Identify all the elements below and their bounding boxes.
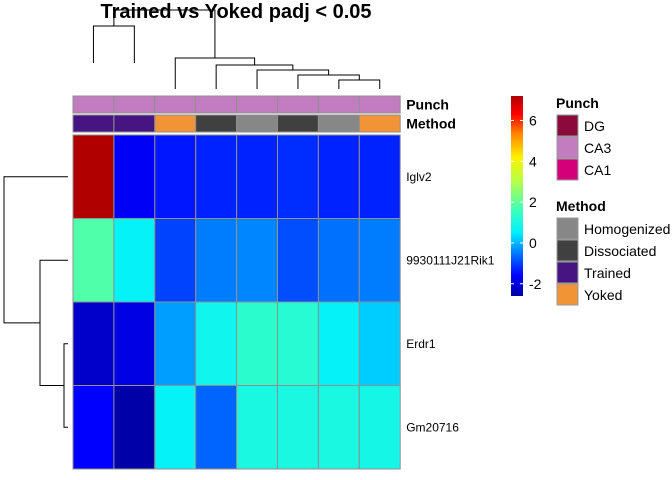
annotation-cell [72,114,115,133]
heatmap-cells [72,134,401,470]
heatmap-cell [277,218,319,303]
annotation-label: Punch [406,97,449,113]
dendrogram-branch [297,74,360,89]
heatmap-cell [113,134,156,219]
color-bar [511,96,523,296]
heatmap-cell [195,218,238,303]
legend-label: Yoked [584,287,622,303]
heatmap-cell [72,301,115,386]
heatmap-cell [154,385,197,470]
row-label: Erdr1 [406,337,436,351]
heatmap-cell [236,218,279,303]
legend-swatch [556,158,579,181]
heatmap-cell [277,385,319,470]
legend-swatch [556,283,579,306]
heatmap-cell [277,301,319,386]
heatmap-cell [358,218,401,303]
heatmap-cell [113,301,156,386]
dendrogram-branch [256,69,330,89]
legend-label: CA1 [584,162,611,178]
legend-swatch [556,136,579,159]
annotation-cell [154,95,197,114]
heatmap-cell [277,134,319,219]
legend-title: Method [556,198,606,214]
annotation-cell [72,95,115,114]
annotation-cell [358,95,401,114]
dendrogram-branch [113,9,216,58]
row-label: Iglv2 [406,170,432,184]
annotation-labels: Punch Method [406,97,456,132]
annotation-cell [317,114,360,133]
annotation-cell [317,95,360,114]
annotation-cell [113,114,156,133]
color-bar-tick-label: 4 [529,153,537,169]
annotation-cell [195,114,238,133]
dendrogram-branch [215,64,294,89]
heatmap-cell [195,301,238,386]
heatmap-cell [317,218,360,303]
legend-label: Homogenized [584,221,670,237]
dendrogram-branch [63,343,68,428]
heatmap-cell [317,385,360,470]
annotation-legends: Punch DG CA3 CA1 Method Homogenized Dissociate… [556,95,670,306]
color-scale-legend: -2 0 2 4 6 [511,96,542,296]
heatmap-cell [236,385,279,470]
legend-label: Dissociated [584,243,656,259]
legend-swatch [556,114,579,137]
dendrogram-branch [338,79,381,89]
annotation-cell [358,114,401,133]
heatmap-cell [358,301,401,386]
heatmap-cell [72,218,115,303]
heatmap-cell [113,385,156,470]
heatmap-cell [195,134,238,219]
dendrogram-branch [92,25,135,63]
heatmap-cell [72,385,115,470]
row-label: Gm20716 [406,420,459,434]
heatmap-cell [236,134,279,219]
row-labels: Iglv2 9930111J21Rik1 Erdr1 Gm20716 [406,170,495,435]
heatmap-cell [72,134,115,219]
heatmap-cell [113,218,156,303]
legend-label: Trained [584,265,631,281]
heatmap-cell [154,301,197,386]
legend-swatch [556,217,579,240]
color-bar-tick-label: -2 [529,276,542,292]
color-bar-tick-label: 2 [529,194,537,210]
heatmap-cell [358,134,401,219]
legend-label: DG [584,118,605,134]
legend-swatch [556,261,579,284]
annotation-label: Method [406,116,456,132]
chart-title: Trained vs Yoked padj < 0.05 [100,1,371,23]
legend-label: CA3 [584,140,611,156]
heatmap-cell [236,301,279,386]
heatmap-cell [358,385,401,470]
heatmap-cell [317,134,360,219]
legend-swatch [556,239,579,262]
legend-title: Punch [556,95,599,111]
column-annotations [72,95,401,133]
annotation-cell [277,114,319,133]
heatmap-cell [154,134,197,219]
annotation-cell [236,95,279,114]
color-bar-tick-label: 0 [529,235,537,251]
heatmap-cell [317,301,360,386]
annotation-cell [154,114,197,133]
annotation-cell [236,114,279,133]
dendrogram-branch [174,57,256,89]
color-bar-tick-label: 6 [529,112,537,128]
annotation-cell [195,95,238,114]
row-dendrogram [3,176,68,428]
annotation-cell [277,95,319,114]
row-label: 9930111J21Rik1 [406,253,495,267]
heatmap-cell [154,218,197,303]
dendrogram-branch [3,176,68,324]
annotation-cell [113,95,156,114]
heatmap-cell [195,385,238,470]
column-dendrogram [92,9,381,89]
